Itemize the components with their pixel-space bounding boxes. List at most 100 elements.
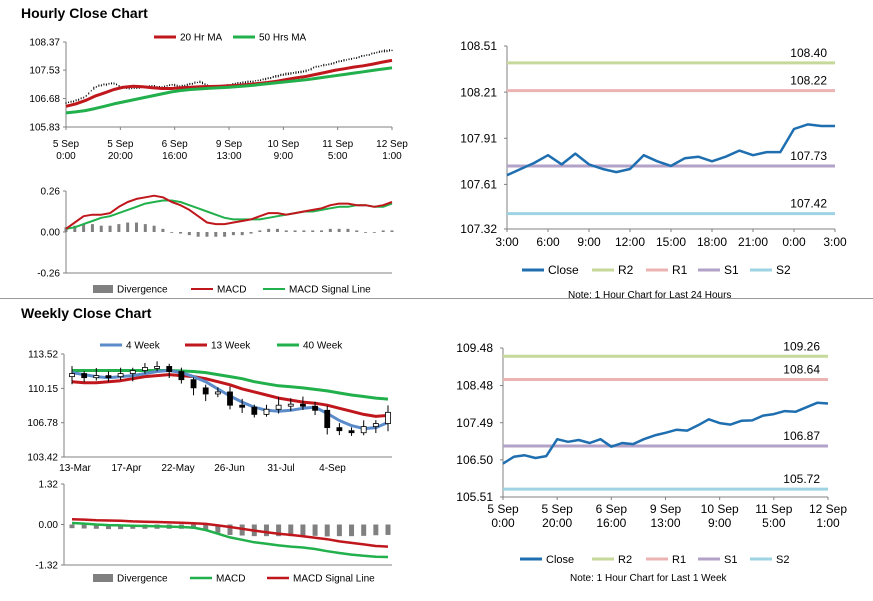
weekly-divergence-bar bbox=[69, 524, 75, 529]
hourly-macd-ytick-label: 0.26 bbox=[41, 187, 61, 198]
weekly-levels-legend-close-label: Close bbox=[546, 554, 574, 566]
weekly-candle-body bbox=[287, 403, 294, 407]
hourly-divergence-bar bbox=[108, 225, 112, 232]
weekly-candle-body bbox=[239, 404, 246, 408]
weekly-price-ytick-label: 110.15 bbox=[28, 384, 58, 395]
weekly-candle-body bbox=[93, 375, 100, 379]
weekly-legend-signal-label: MACD Signal Line bbox=[293, 574, 375, 585]
weekly-legend-divergence-swatch bbox=[93, 574, 113, 582]
weekly-levels-xtick-label: 12 Sep bbox=[809, 502, 847, 516]
weekly-price-xtick-label: 17-Apr bbox=[111, 463, 142, 474]
hourly-levels-xtick-label: 9:00 bbox=[577, 235, 601, 249]
weekly-divergence-bar bbox=[105, 524, 111, 530]
hourly-price-ytick-label: 106.68 bbox=[29, 94, 60, 105]
weekly-levels-legend-r2-label: R2 bbox=[618, 554, 632, 566]
hourly-divergence-bar bbox=[302, 230, 306, 232]
hourly-price-xtick-label: 5 Sep bbox=[53, 139, 80, 150]
hourly-divergence-bar bbox=[82, 224, 86, 232]
weekly-macd-line bbox=[71, 521, 389, 559]
weekly-levels-ytick-label: 105.51 bbox=[456, 490, 493, 504]
weekly-candle-body bbox=[300, 403, 306, 407]
hourly-divergence-bar bbox=[117, 224, 121, 232]
weekly-divergence-bar bbox=[373, 524, 379, 536]
weekly-levels-ytick-label: 106.50 bbox=[456, 453, 493, 467]
weekly-price-xtick-label: 13-Mar bbox=[59, 463, 91, 474]
hourly-divergence-bar bbox=[381, 230, 385, 232]
hourly-levels-legend-close-label: Close bbox=[548, 263, 579, 277]
hourly-levels-legend-r2-label: R2 bbox=[618, 263, 634, 277]
weekly-candle-body bbox=[227, 391, 233, 406]
hourly-divergence-bar bbox=[99, 225, 103, 232]
weekly-divergence-bar bbox=[336, 524, 342, 537]
hourly-price-xtick-label: 9:00 bbox=[274, 151, 294, 162]
hourly-macd-signal-line bbox=[65, 199, 393, 230]
hourly-price-xtick-label: 16:00 bbox=[162, 151, 187, 162]
hourly-divergence-bar bbox=[126, 222, 130, 232]
weekly-levels-xtick-label: 5 Sep bbox=[487, 502, 519, 516]
hourly-levels-xtick-label: 18:00 bbox=[697, 235, 727, 249]
weekly-divergence-bar bbox=[81, 524, 87, 529]
weekly-price-xtick-label: 4-Sep bbox=[319, 463, 346, 474]
weekly-levels-xtick-label: 6 Sep bbox=[596, 502, 628, 516]
hourly-levels-s1-value: 107.73 bbox=[790, 149, 827, 163]
hourly-price-xtick-label: 10 Sep bbox=[267, 139, 299, 150]
hourly-levels-ytick-label: 107.61 bbox=[460, 178, 497, 192]
weekly-levels-r1-value: 108.64 bbox=[783, 363, 820, 377]
weekly-divergence-bar bbox=[203, 524, 209, 531]
weekly-macd-ytick-label: 1.32 bbox=[39, 480, 59, 491]
weekly-close-line bbox=[502, 401, 829, 465]
weekly-levels-legend-r1-label: R1 bbox=[672, 554, 686, 566]
hourly-divergence-bar bbox=[73, 225, 77, 232]
weekly-candle-body bbox=[202, 387, 209, 395]
weekly-candle-body bbox=[324, 409, 331, 429]
weekly-divergence-bar bbox=[276, 524, 282, 537]
hourly-divergence-bar bbox=[355, 230, 359, 232]
hourly-levels-xtick-label: 6:00 bbox=[536, 235, 560, 249]
hourly-divergence-bar bbox=[337, 228, 341, 232]
weekly-legend-4week-label: 4 Week bbox=[126, 341, 161, 352]
hourly-divergence-bar bbox=[231, 232, 235, 236]
hourly-divergence-bar bbox=[143, 224, 147, 232]
hourly-price-xtick-label: 5 Sep bbox=[107, 139, 134, 150]
hourly-divergence-bar bbox=[90, 224, 94, 232]
hourly-divergence-bar bbox=[187, 232, 191, 236]
weekly-price-ytick-label: 106.78 bbox=[27, 418, 58, 429]
hourly-divergence-bar bbox=[134, 222, 138, 232]
weekly-levels-xtick-label: 9:00 bbox=[708, 516, 732, 530]
hourly-levels-legend-s2-label: S2 bbox=[776, 263, 791, 277]
weekly-candle-body bbox=[190, 379, 197, 389]
weekly-price-xtick-label: 26-Jun bbox=[214, 463, 245, 474]
hourly-divergence-bar bbox=[275, 228, 279, 232]
weekly-candle-body bbox=[117, 373, 124, 378]
weekly-levels-xtick-label: 9 Sep bbox=[650, 502, 682, 516]
weekly-divergence-bar bbox=[93, 524, 99, 529]
hourly-divergence-bar bbox=[346, 228, 350, 232]
hourly-legend-divergence-label: Divergence bbox=[117, 285, 168, 296]
weekly-candle-body bbox=[360, 426, 367, 434]
hourly-ma50-line bbox=[65, 66, 393, 115]
weekly-candle-body bbox=[178, 371, 185, 381]
hourly-levels-ytick-label: 108.21 bbox=[460, 85, 497, 99]
hourly-divergence-bar bbox=[258, 230, 262, 232]
weekly-candle-body bbox=[81, 373, 88, 379]
hourly-divergence-bar bbox=[284, 230, 288, 232]
hourly-divergence-bar bbox=[364, 232, 368, 233]
hourly-divergence-bar bbox=[179, 232, 183, 234]
weekly-divergence-bar bbox=[263, 524, 269, 537]
weekly-macd-ytick-label: -1.32 bbox=[35, 561, 58, 572]
hourly-divergence-bar bbox=[328, 228, 332, 232]
hourly-price-xtick-label: 11 Sep bbox=[322, 139, 353, 150]
weekly-levels-xtick-label: 5:00 bbox=[762, 516, 786, 530]
hourly-price-xtick-label: 12 Sep bbox=[376, 139, 408, 150]
weekly-levels-xtick-label: 10 Sep bbox=[701, 502, 739, 516]
hourly-levels-xtick-label: 12:00 bbox=[615, 235, 645, 249]
weekly-levels-xtick-label: 20:00 bbox=[542, 516, 572, 530]
hourly-macd-ytick-label: 0.00 bbox=[41, 228, 61, 239]
weekly-legend-13week-label: 13 Week bbox=[211, 341, 251, 352]
hourly-levels-xtick-label: 0:00 bbox=[782, 235, 806, 249]
weekly-levels-xtick-label: 11 Sep bbox=[755, 502, 792, 516]
hourly-divergence-bar bbox=[311, 230, 315, 232]
weekly-levels-xtick-label: 0:00 bbox=[491, 516, 515, 530]
hourly-levels-xtick-label: 15:00 bbox=[656, 235, 686, 249]
